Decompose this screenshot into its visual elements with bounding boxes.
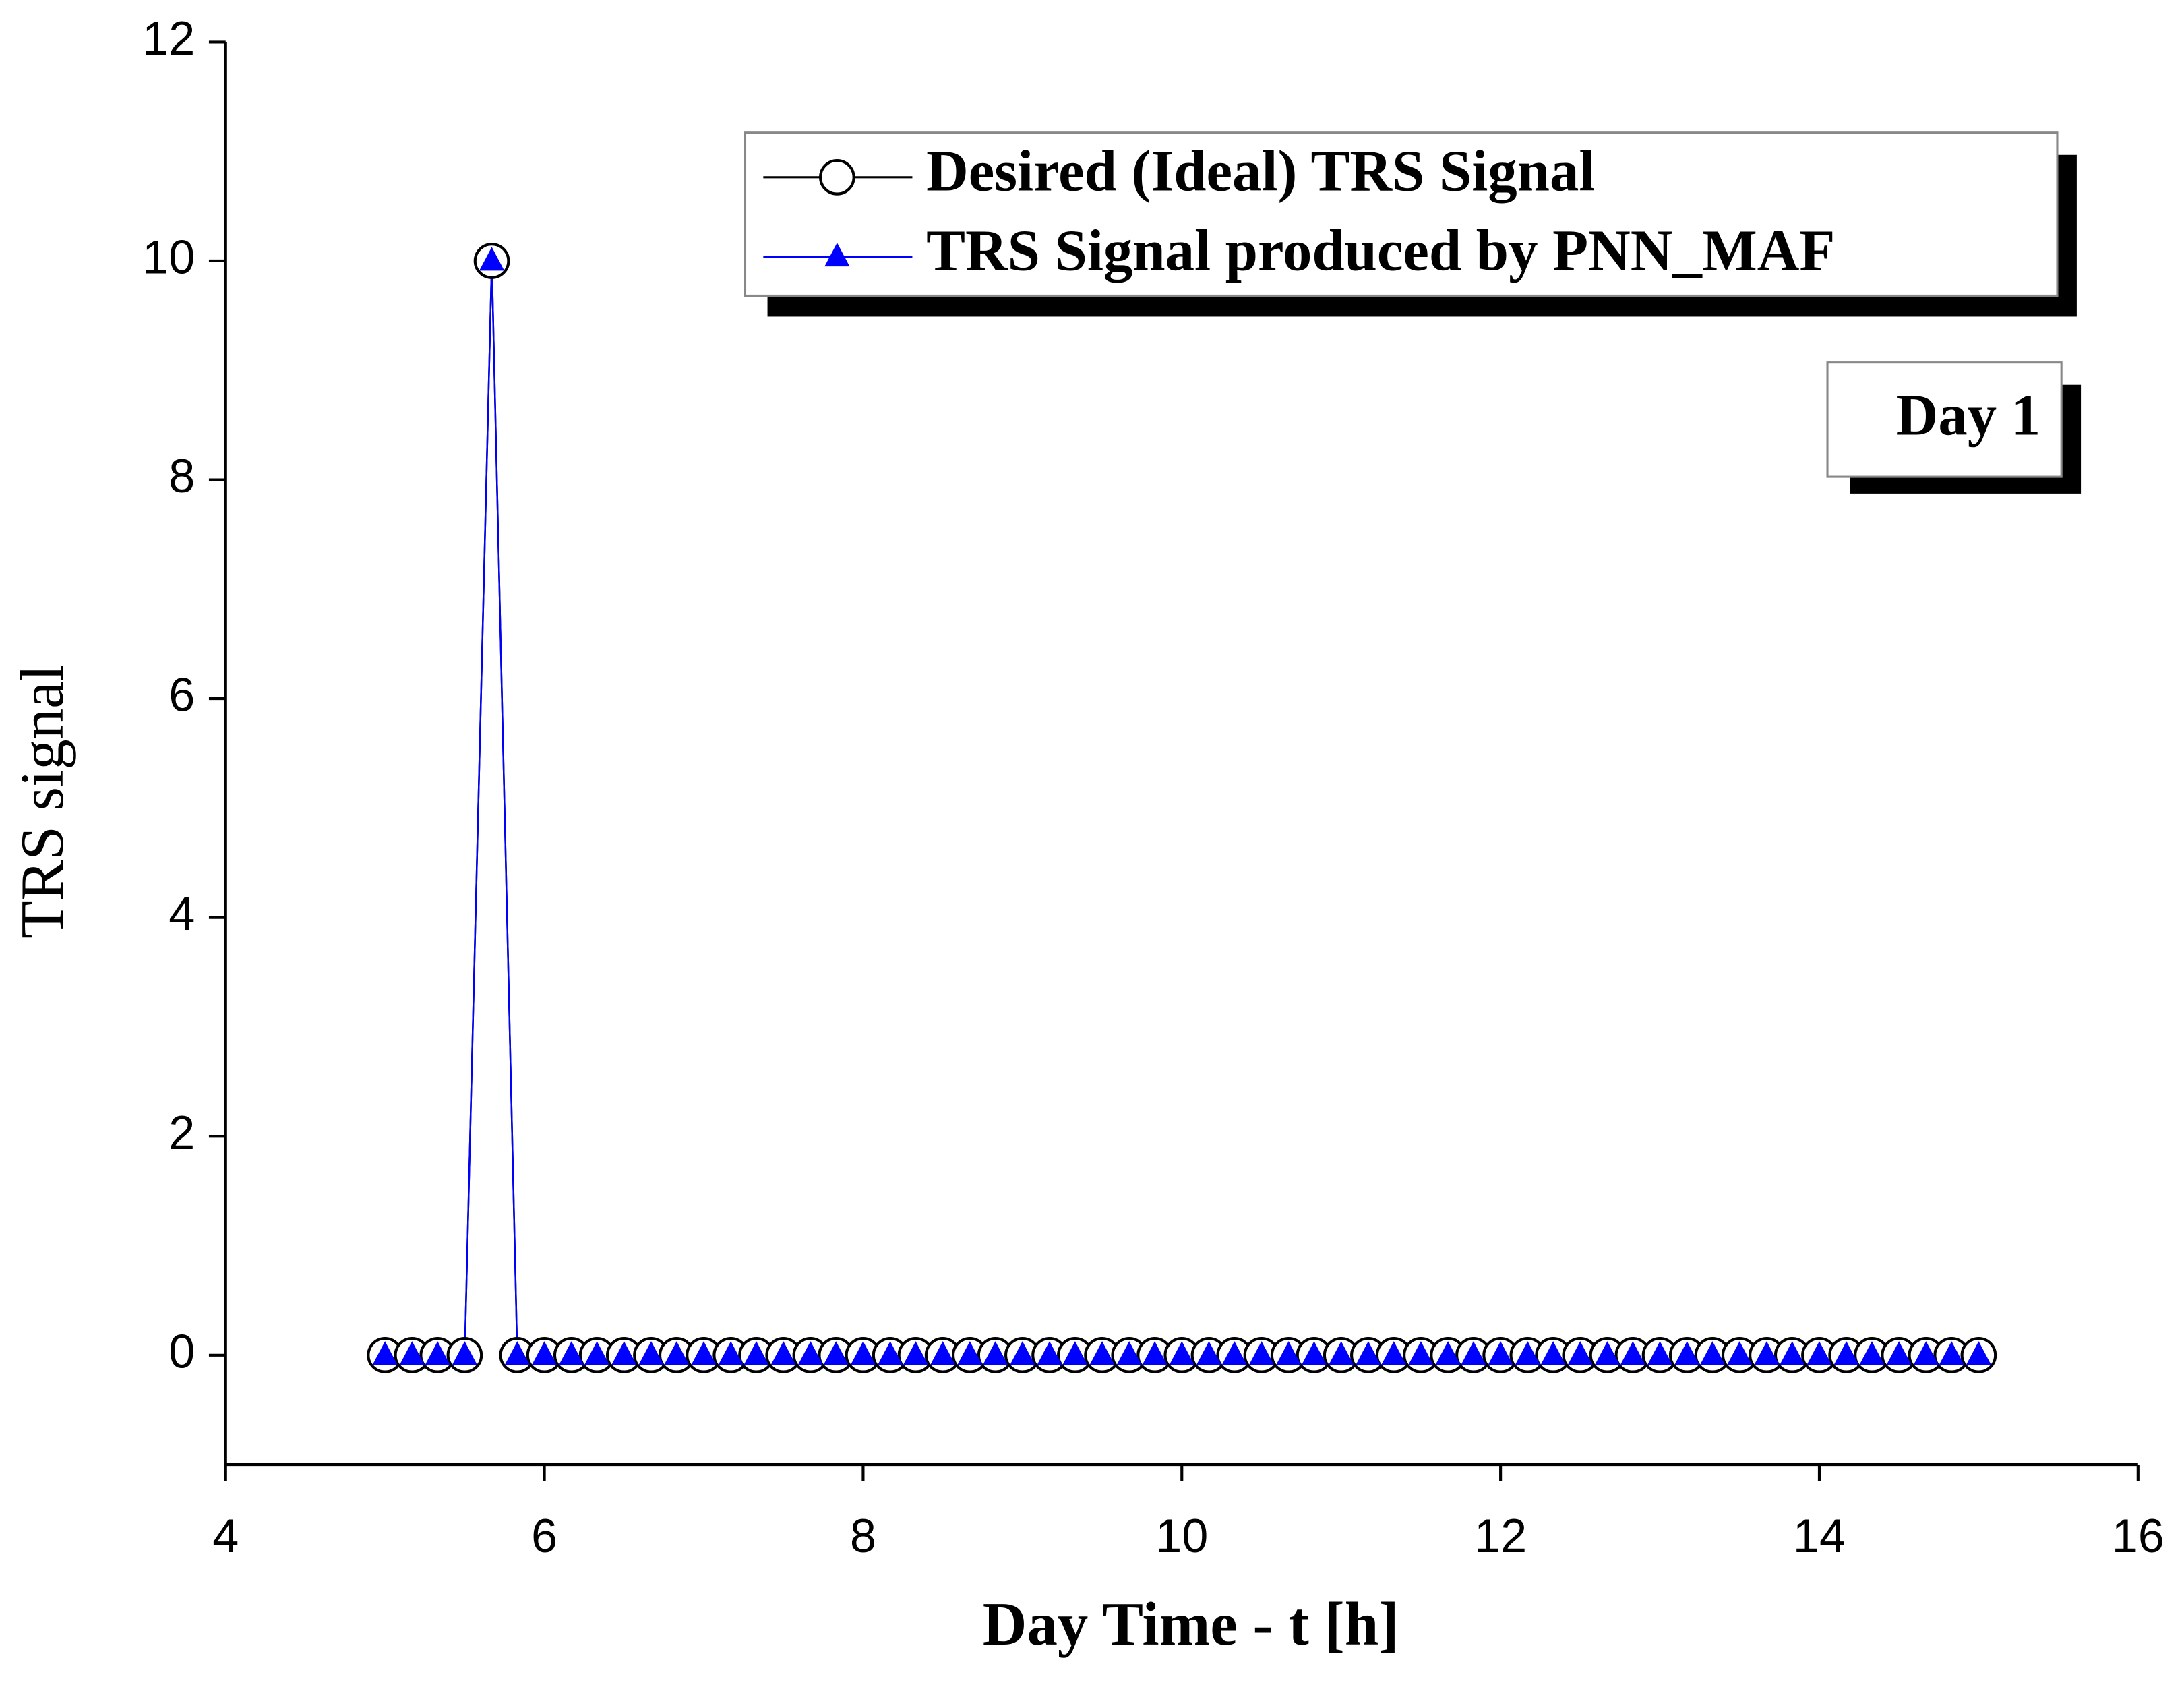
marker — [638, 1341, 664, 1365]
marker — [372, 1341, 398, 1365]
legend-marker — [819, 158, 855, 196]
marker — [1329, 1341, 1354, 1365]
marker — [1435, 1341, 1461, 1365]
marker — [425, 1341, 450, 1365]
marker — [1515, 1341, 1540, 1365]
x-tick-label: 10 — [1155, 1509, 1208, 1562]
marker — [1833, 1341, 1859, 1365]
marker — [1913, 1341, 1939, 1365]
marker — [797, 1341, 824, 1365]
marker — [399, 1341, 425, 1365]
marker — [1567, 1341, 1593, 1365]
marker — [1356, 1341, 1381, 1365]
marker — [1062, 1341, 1088, 1365]
marker — [1727, 1341, 1753, 1365]
marker — [664, 1341, 690, 1365]
marker — [718, 1341, 744, 1365]
marker — [744, 1341, 769, 1365]
marker — [1674, 1341, 1700, 1365]
legend-box — [744, 131, 2059, 297]
marker — [1196, 1341, 1222, 1365]
legend-label: Desired (Ideal) TRS Signal — [926, 139, 1595, 204]
marker — [1540, 1341, 1566, 1365]
marker — [479, 247, 505, 271]
marker — [823, 1341, 849, 1365]
annotation: Day 1 — [1896, 382, 2041, 447]
marker — [903, 1341, 929, 1365]
y-tick-label: 10 — [142, 231, 195, 284]
marker — [1859, 1341, 1885, 1365]
y-tick-label: 6 — [169, 668, 195, 721]
y-tick-label: 8 — [169, 449, 195, 502]
legend-label: TRS Signal produced by PNN_MAF — [926, 218, 1835, 283]
y-tick-label: 4 — [169, 887, 195, 940]
legend-marker — [824, 242, 850, 267]
marker — [1699, 1341, 1726, 1365]
x-axis-label: Day Time - t [h] — [983, 1590, 1399, 1658]
marker — [1461, 1341, 1486, 1365]
marker — [878, 1341, 903, 1365]
x-tick-label: 16 — [2112, 1509, 2164, 1562]
marker — [584, 1341, 610, 1365]
x-tick-label: 4 — [212, 1509, 239, 1562]
marker — [1381, 1341, 1407, 1365]
marker — [1221, 1341, 1247, 1365]
marker — [1939, 1341, 1964, 1365]
marker — [1301, 1341, 1327, 1365]
marker — [531, 1341, 557, 1365]
x-tick-label: 8 — [850, 1509, 876, 1562]
marker — [504, 1341, 530, 1365]
y-tick-label: 12 — [142, 11, 195, 65]
marker — [1754, 1341, 1780, 1365]
marker — [611, 1341, 637, 1365]
marker — [957, 1341, 983, 1365]
y-axis-label: TRS signal — [8, 664, 76, 939]
marker — [1966, 1341, 1991, 1365]
x-tick-label: 14 — [1793, 1509, 1846, 1562]
marker — [1276, 1341, 1302, 1365]
marker — [1089, 1341, 1115, 1365]
x-tick-label: 12 — [1474, 1509, 1527, 1562]
annotation-box — [1826, 361, 2063, 478]
marker — [850, 1341, 876, 1365]
marker — [1488, 1341, 1513, 1365]
marker — [1807, 1341, 1832, 1365]
marker — [930, 1341, 956, 1365]
marker — [1010, 1341, 1035, 1365]
marker — [1647, 1341, 1673, 1365]
y-tick-label: 0 — [169, 1324, 195, 1378]
marker — [983, 1341, 1008, 1365]
marker — [1248, 1341, 1275, 1365]
marker — [1886, 1341, 1912, 1365]
marker — [1169, 1341, 1194, 1365]
marker — [1116, 1341, 1142, 1365]
marker — [1620, 1341, 1645, 1365]
marker — [691, 1341, 717, 1365]
marker — [1594, 1341, 1620, 1365]
marker — [770, 1341, 796, 1365]
y-tick-label: 2 — [169, 1106, 195, 1159]
marker — [1037, 1341, 1062, 1365]
marker — [559, 1341, 584, 1365]
marker — [1142, 1341, 1167, 1365]
marker — [1408, 1341, 1434, 1365]
marker — [1780, 1341, 1805, 1365]
x-tick-label: 6 — [531, 1509, 557, 1562]
marker — [452, 1341, 477, 1365]
